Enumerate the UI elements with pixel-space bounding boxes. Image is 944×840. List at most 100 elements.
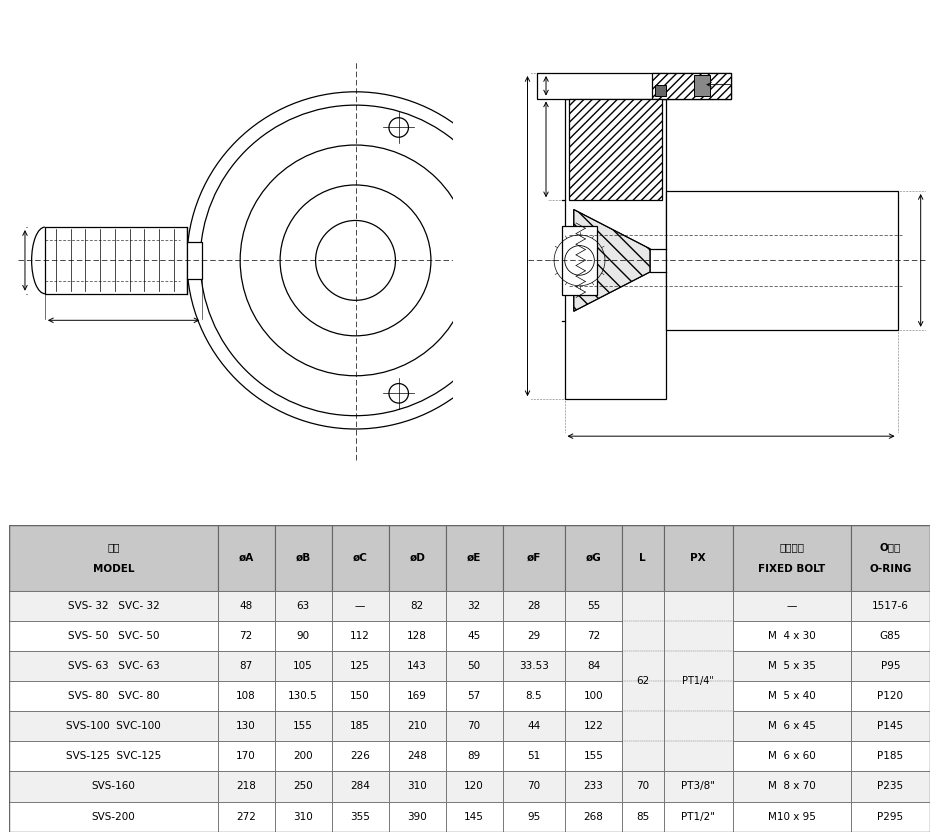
Bar (331, 681, 389, 711)
Text: SVS- 50   SVC- 50: SVS- 50 SVC- 50 (68, 631, 160, 641)
Bar (9, 771, 218, 801)
Bar (218, 801, 275, 832)
Text: 122: 122 (583, 722, 603, 732)
Bar (45, 227, 187, 294)
Text: 48: 48 (240, 601, 253, 611)
Bar (331, 621, 389, 651)
Bar (331, 651, 389, 681)
Text: øB: øB (295, 553, 311, 563)
Bar (565, 621, 622, 651)
Text: 108: 108 (236, 691, 256, 701)
Text: SVS-100  SVC-100: SVS-100 SVC-100 (66, 722, 160, 732)
Bar (502, 651, 565, 681)
Text: 32: 32 (467, 601, 480, 611)
Text: 84: 84 (587, 661, 600, 671)
Bar (389, 801, 446, 832)
Bar (851, 651, 930, 681)
Text: 143: 143 (407, 661, 427, 671)
Text: øE: øE (467, 553, 481, 563)
Text: øG: øG (585, 553, 601, 563)
Bar (446, 771, 502, 801)
Text: 8.5: 8.5 (526, 691, 542, 701)
Bar (218, 525, 275, 591)
Text: øF: øF (527, 553, 541, 563)
Text: 218: 218 (236, 781, 256, 791)
Bar (622, 591, 664, 771)
Bar (218, 591, 275, 621)
Text: L: L (639, 553, 646, 563)
Bar (218, 771, 275, 801)
Text: M  6 x 45: M 6 x 45 (767, 722, 816, 732)
Bar (389, 742, 446, 771)
Bar (565, 525, 622, 591)
Text: 128: 128 (407, 631, 427, 641)
Bar (446, 742, 502, 771)
Bar (851, 742, 930, 771)
Bar (565, 98, 666, 399)
Bar (389, 711, 446, 742)
Text: 57: 57 (467, 691, 480, 701)
Text: PT1/2": PT1/2" (682, 811, 716, 822)
Bar (622, 525, 664, 591)
Bar (622, 771, 664, 801)
Text: P145: P145 (877, 722, 903, 732)
Bar (563, 226, 597, 295)
Bar (187, 242, 202, 279)
Text: 33.53: 33.53 (519, 661, 548, 671)
Text: 固定螺絲: 固定螺絲 (780, 543, 804, 552)
Text: 63: 63 (296, 601, 310, 611)
Text: 70: 70 (527, 781, 540, 791)
Bar (9, 525, 218, 591)
Text: 233: 233 (583, 781, 603, 791)
Text: øA: øA (239, 553, 254, 563)
Text: øD: øD (409, 553, 425, 563)
Text: 90: 90 (296, 631, 310, 641)
Text: 155: 155 (583, 752, 603, 761)
Bar (275, 801, 331, 832)
Bar (851, 621, 930, 651)
Bar (851, 771, 930, 801)
Bar (733, 525, 851, 591)
Text: 170: 170 (236, 752, 256, 761)
Text: M  5 x 40: M 5 x 40 (767, 691, 816, 701)
Bar (652, 73, 731, 98)
Bar (446, 681, 502, 711)
Text: 70: 70 (636, 781, 649, 791)
Text: PT1/4": PT1/4" (683, 676, 714, 686)
Text: 268: 268 (583, 811, 603, 822)
Bar (218, 711, 275, 742)
Text: 100: 100 (583, 691, 603, 701)
Text: 112: 112 (350, 631, 370, 641)
Text: 130.5: 130.5 (288, 691, 318, 701)
Bar (502, 525, 565, 591)
Bar (569, 98, 662, 200)
Text: øC: øC (353, 553, 367, 563)
Polygon shape (574, 209, 650, 312)
Bar (502, 801, 565, 832)
Bar (389, 525, 446, 591)
Bar (9, 621, 218, 651)
Text: 1517-6: 1517-6 (872, 601, 909, 611)
Bar (331, 591, 389, 621)
Text: SVS-125  SVC-125: SVS-125 SVC-125 (66, 752, 161, 761)
Bar (537, 73, 731, 98)
Bar (446, 711, 502, 742)
Bar (502, 711, 565, 742)
Text: 125: 125 (350, 661, 370, 671)
Bar (218, 681, 275, 711)
Bar (502, 621, 565, 651)
Text: 390: 390 (407, 811, 427, 822)
Text: 89: 89 (467, 752, 480, 761)
Bar (502, 771, 565, 801)
Text: M  5 x 35: M 5 x 35 (767, 661, 816, 671)
Text: 169: 169 (407, 691, 427, 701)
Bar (9, 681, 218, 711)
Text: SVS-200: SVS-200 (92, 811, 135, 822)
Text: PX: PX (690, 553, 706, 563)
Text: 85: 85 (636, 811, 649, 822)
Bar (446, 621, 502, 651)
Bar (9, 591, 218, 621)
Bar (565, 801, 622, 832)
Bar (851, 681, 930, 711)
Bar (733, 771, 851, 801)
